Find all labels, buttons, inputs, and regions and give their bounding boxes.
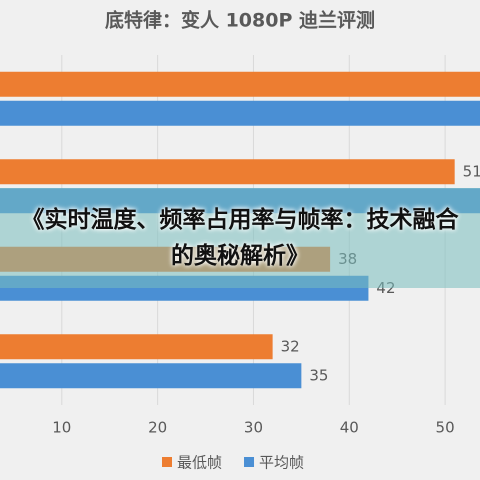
legend-label: 最低帧 <box>177 454 222 472</box>
x-tick-label: 10 <box>52 419 71 437</box>
x-tick-label: 20 <box>148 419 167 437</box>
data-label: 51 <box>463 162 480 180</box>
bar <box>0 363 302 389</box>
x-tick-label: 30 <box>244 419 263 437</box>
bar <box>0 159 455 185</box>
data-label: 35 <box>309 366 328 384</box>
legend-label: 平均帧 <box>259 454 304 472</box>
bar <box>0 334 273 360</box>
chart-title: 底特律：变人 1080P 迪兰评测 <box>105 9 375 32</box>
legend-swatch <box>162 457 172 467</box>
x-tick-label: 40 <box>340 419 359 437</box>
overlay-banner: 《实时温度、频率占用率与帧率：技术融合的奥秘解析》 <box>0 188 480 288</box>
legend-swatch <box>244 457 255 467</box>
x-tick-label: 50 <box>436 419 455 437</box>
bar <box>0 100 480 126</box>
bar <box>0 71 480 97</box>
data-label: 32 <box>281 337 300 355</box>
